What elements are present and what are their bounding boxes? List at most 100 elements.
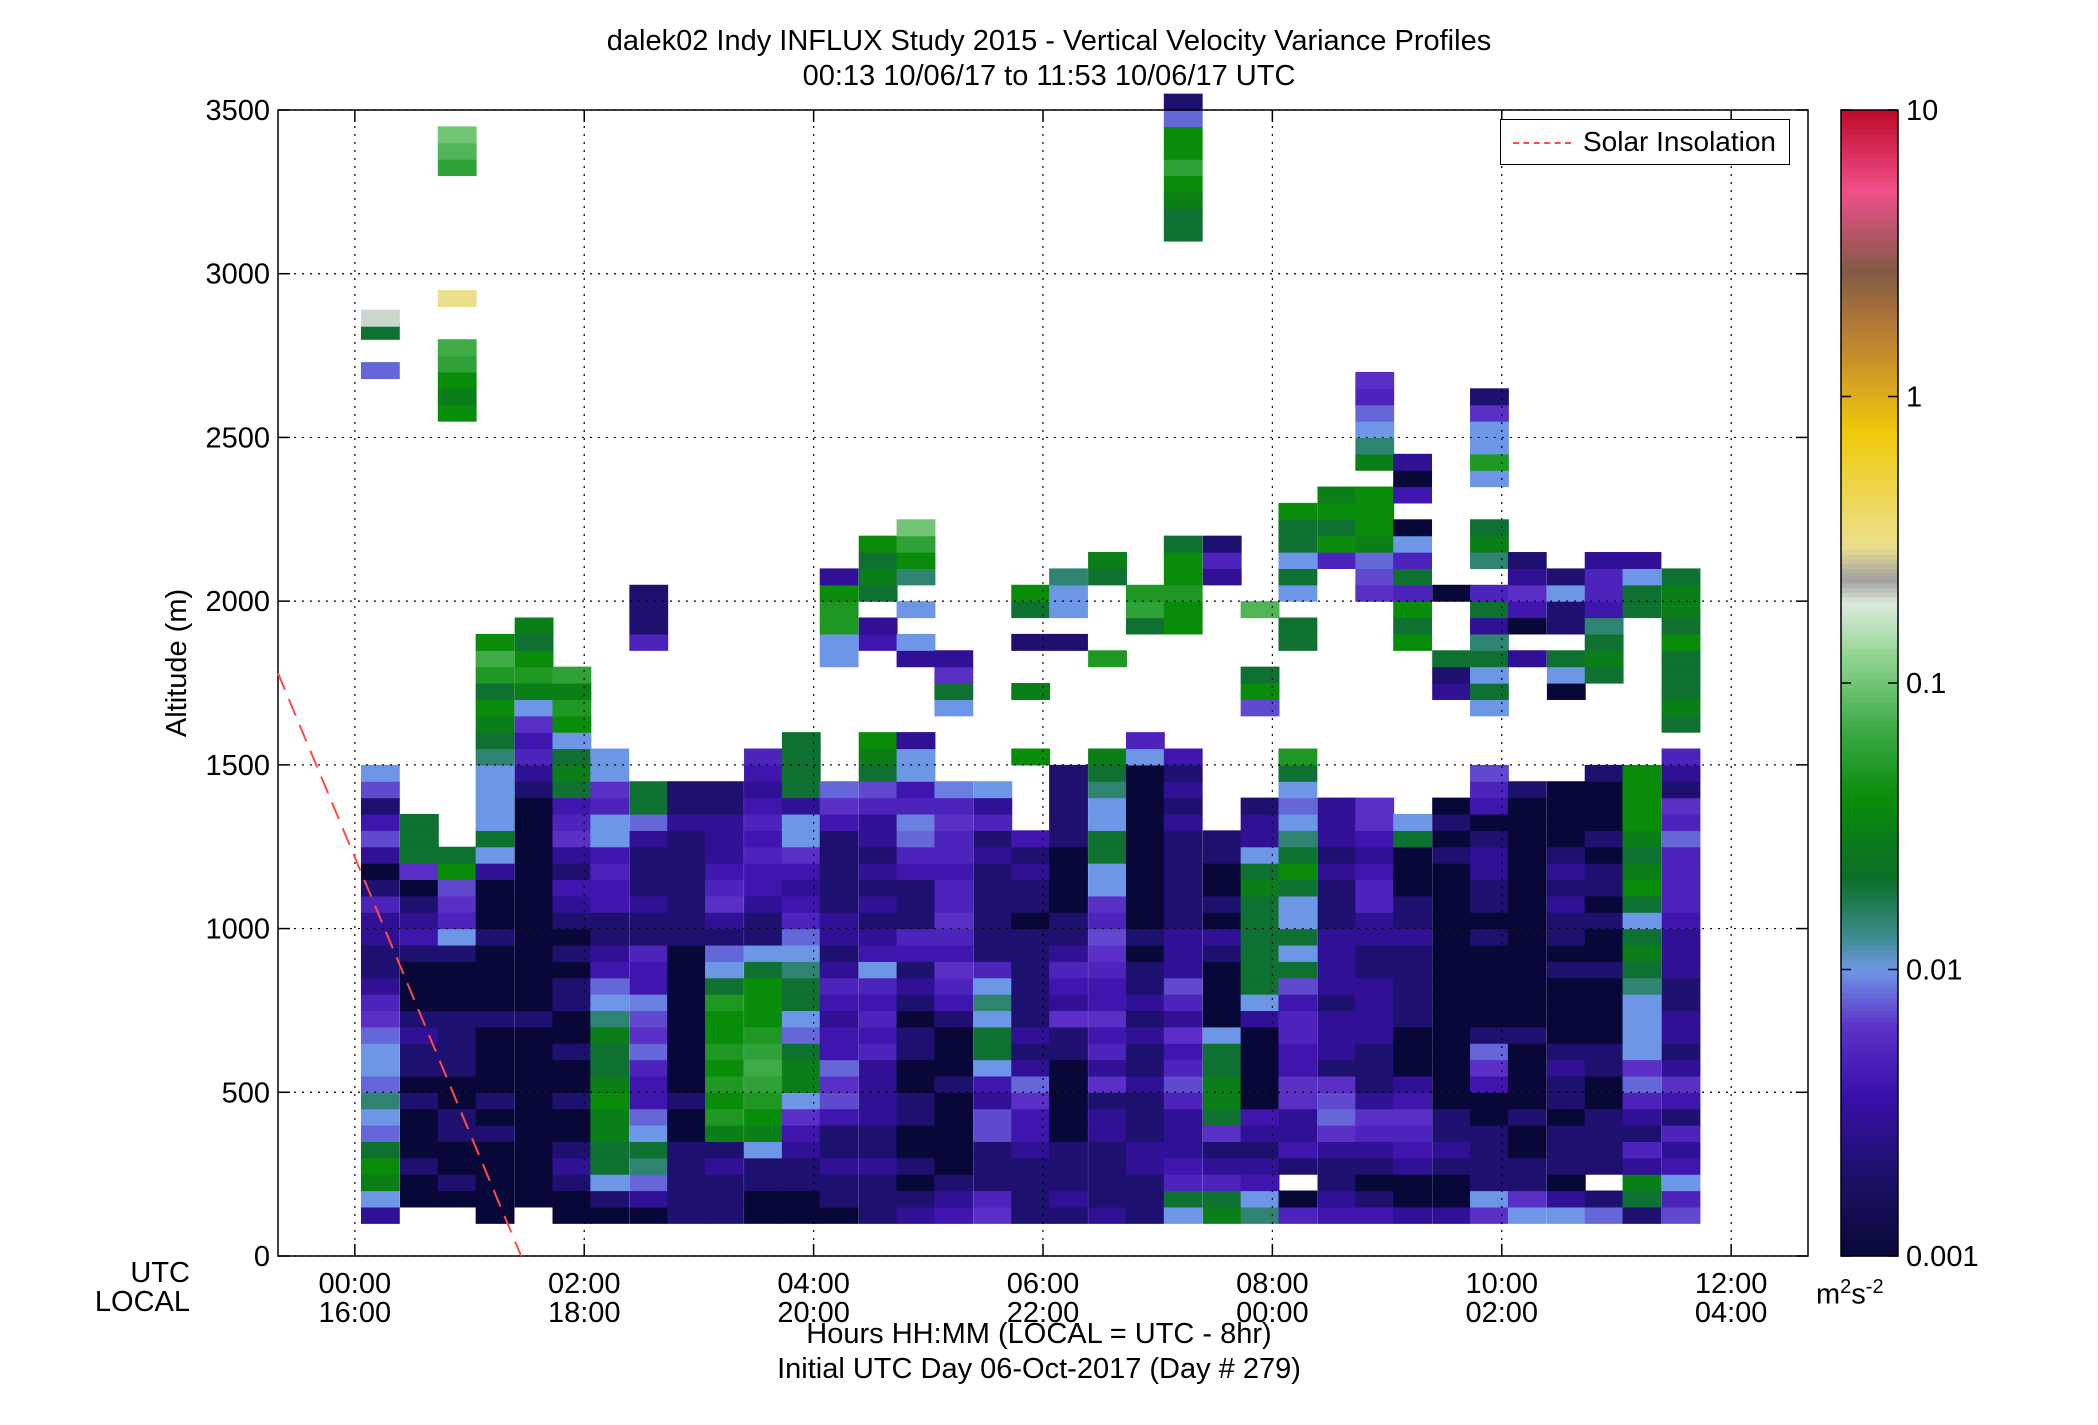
heatmap-cell xyxy=(1622,994,1662,1012)
heatmap-cell xyxy=(590,879,630,897)
heatmap-cell xyxy=(1507,797,1547,815)
heatmap-cell xyxy=(819,633,859,651)
colorbar-band xyxy=(1841,329,1898,336)
heatmap-cell xyxy=(1317,928,1357,946)
heatmap-cell xyxy=(705,1092,744,1110)
heatmap-cell xyxy=(1507,1026,1547,1044)
heatmap-cell xyxy=(1125,944,1165,962)
heatmap-cell xyxy=(1088,1157,1127,1175)
heatmap-cell xyxy=(1584,568,1624,586)
heatmap-cell xyxy=(973,863,1013,881)
heatmap-cell xyxy=(744,1092,783,1110)
heatmap-cell xyxy=(781,944,821,962)
colorbar-band xyxy=(1841,449,1898,455)
heatmap-cell xyxy=(475,879,515,897)
heatmap-cell xyxy=(1355,895,1395,913)
heatmap-cell xyxy=(1355,912,1395,930)
solar-insolation-line xyxy=(277,672,523,1257)
heatmap-cell xyxy=(1278,1190,1318,1208)
heatmap-cell xyxy=(705,1141,744,1159)
heatmap-cell xyxy=(896,1092,936,1110)
heatmap-cell xyxy=(1317,1206,1357,1224)
heatmap-cell xyxy=(896,1206,936,1224)
heatmap-cell xyxy=(1393,928,1433,946)
heatmap-cell xyxy=(858,1108,898,1126)
heatmap-cell xyxy=(1470,1059,1509,1077)
heatmap-cell xyxy=(819,879,859,897)
heatmap-cell xyxy=(819,1059,859,1077)
heatmap-cell xyxy=(1622,912,1662,930)
heatmap-cell xyxy=(1622,928,1662,946)
heatmap-cell xyxy=(1202,830,1242,848)
heatmap-cell xyxy=(1163,535,1203,553)
heatmap-cell xyxy=(1317,863,1357,881)
heatmap-cell xyxy=(1507,617,1547,635)
x-tick-label-utc: 04:00 xyxy=(777,1268,850,1300)
heatmap-cell xyxy=(1202,568,1242,586)
colorbar-band xyxy=(1841,874,1898,880)
colorbar-band xyxy=(1841,768,1898,775)
heatmap-cell xyxy=(819,994,859,1012)
colorbar-band xyxy=(1841,463,1898,469)
colorbar-band xyxy=(1841,740,1898,746)
heatmap-cell xyxy=(475,977,515,995)
heatmap-cell xyxy=(1278,1010,1318,1028)
heatmap-cell xyxy=(590,797,630,815)
heatmap-cell xyxy=(1584,552,1624,569)
heatmap-cell xyxy=(1393,1059,1433,1077)
heatmap-cell xyxy=(1661,961,1701,979)
heatmap-cell xyxy=(552,1206,592,1224)
heatmap-cell xyxy=(858,748,898,766)
heatmap-cell xyxy=(629,1026,669,1044)
heatmap-cell xyxy=(1546,928,1586,946)
heatmap-cell xyxy=(1393,1108,1433,1126)
colorbar-band xyxy=(1841,883,1898,889)
colorbar-band xyxy=(1841,1203,1898,1209)
heatmap-cell xyxy=(858,764,898,782)
heatmap-cell xyxy=(973,1157,1013,1175)
heatmap-cell xyxy=(1202,1043,1242,1061)
heatmap-cell xyxy=(1088,813,1127,831)
heatmap-cell xyxy=(1355,813,1395,831)
colorbar-band xyxy=(1841,959,1898,966)
heatmap-cell xyxy=(744,1157,783,1175)
colorbar-band xyxy=(1841,1184,1898,1190)
heatmap-cell xyxy=(896,1125,936,1142)
colorbar-band xyxy=(1841,816,1898,823)
heatmap-cell xyxy=(399,1125,439,1142)
heatmap-cell xyxy=(1661,1125,1701,1142)
heatmap-cell xyxy=(399,977,439,995)
heatmap-cell xyxy=(552,1190,592,1208)
heatmap-cell xyxy=(1661,895,1701,913)
colorbar-band xyxy=(1841,277,1898,283)
heatmap-cell xyxy=(744,1141,783,1159)
colorbar-band xyxy=(1841,792,1898,799)
heatmap-cell xyxy=(552,830,592,848)
colorbar-band xyxy=(1841,835,1898,842)
colorbar-band xyxy=(1841,706,1898,713)
heatmap-cell xyxy=(1125,781,1165,799)
heatmap-cell xyxy=(896,912,936,930)
heatmap-cell xyxy=(1661,748,1701,766)
heatmap-cell xyxy=(1088,879,1127,897)
heatmap-cell xyxy=(1661,1059,1701,1077)
heatmap-cell xyxy=(1584,584,1624,602)
heatmap-cell xyxy=(934,1010,974,1028)
heatmap-cell xyxy=(629,846,669,864)
heatmap-cell xyxy=(475,895,515,913)
heatmap-cell xyxy=(1355,1157,1395,1175)
heatmap-cell xyxy=(1317,895,1357,913)
colorbar-band xyxy=(1841,186,1898,192)
colorbar-band xyxy=(1841,916,1898,923)
colorbar-band xyxy=(1841,511,1898,517)
heatmap-cell xyxy=(896,764,936,782)
heatmap-cell xyxy=(1546,1190,1586,1208)
heatmap-cell xyxy=(1470,944,1509,962)
heatmap-cell xyxy=(1278,584,1318,602)
heatmap-cell xyxy=(1470,453,1509,471)
heatmap-cell xyxy=(1317,1092,1357,1110)
heatmap-cell xyxy=(858,1157,898,1175)
heatmap-cell xyxy=(1432,1026,1472,1044)
heatmap-cell xyxy=(1507,568,1547,586)
heatmap-cell xyxy=(858,1125,898,1142)
